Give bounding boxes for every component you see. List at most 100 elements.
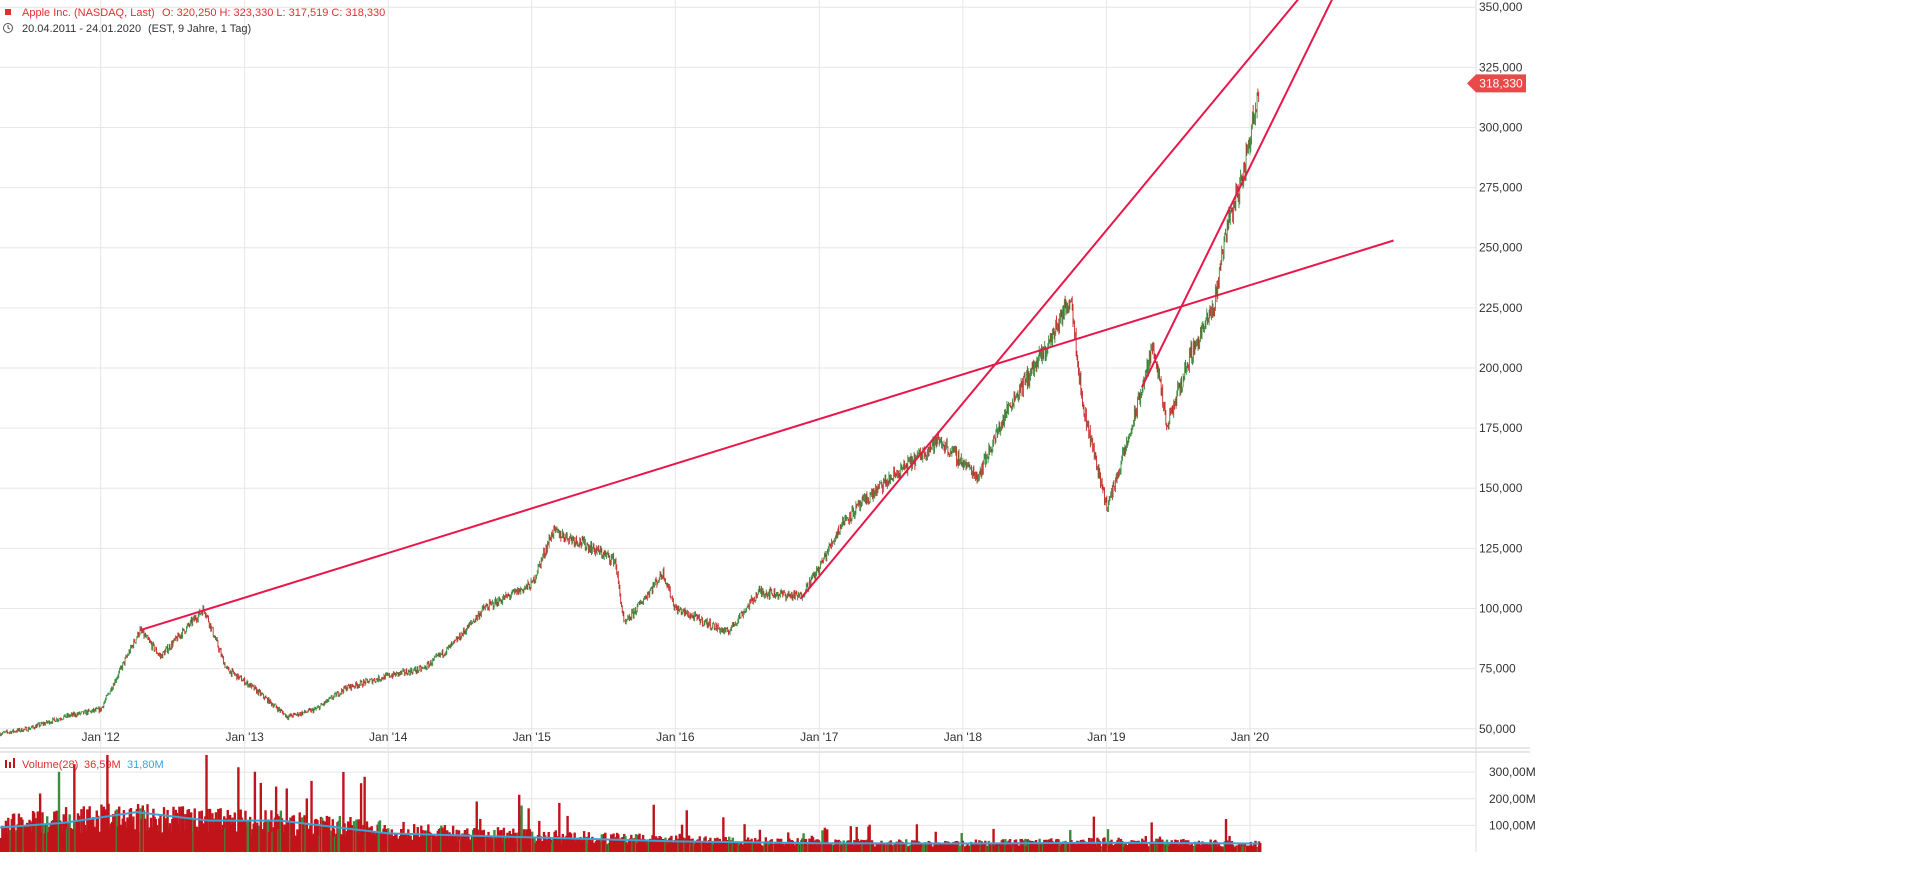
grid bbox=[0, 0, 1530, 852]
volume-y-axis: 100,00M 200,00M 300,00M bbox=[1489, 765, 1536, 832]
x-tick-label: Jan '18 bbox=[944, 730, 983, 744]
instrument-icon bbox=[5, 9, 11, 15]
volume-bar bbox=[652, 804, 655, 852]
volume-bar bbox=[1008, 839, 1012, 852]
volume-bar bbox=[980, 841, 983, 852]
volume-bar bbox=[475, 801, 478, 852]
volume-bar bbox=[905, 839, 908, 852]
volume-bar bbox=[38, 793, 42, 852]
y-tick-label: 225,000 bbox=[1479, 301, 1523, 315]
volume-bar bbox=[520, 805, 523, 852]
volume-bar bbox=[285, 788, 288, 852]
volume-bar bbox=[206, 808, 209, 852]
volume-bar bbox=[743, 824, 746, 852]
volume-y-tick-label: 300,00M bbox=[1489, 765, 1536, 779]
volume-bar bbox=[136, 804, 140, 852]
x-axis: Jan '12 Jan '13 Jan '14 Jan '15 Jan '16 Jan '… bbox=[82, 730, 1270, 744]
x-tick-label: Jan '13 bbox=[225, 730, 264, 744]
ohlc-values: O: 320,250 H: 323,330 L: 317,519 C: 318,… bbox=[162, 7, 385, 19]
volume-bars-icon bbox=[5, 758, 15, 768]
volume-bar bbox=[342, 771, 345, 852]
volume-bar bbox=[270, 810, 273, 852]
volume-bar bbox=[558, 802, 561, 852]
volume-bar bbox=[849, 826, 852, 852]
range-detail: (EST, 9 Jahre, 1 Tag) bbox=[148, 23, 251, 35]
volume-bar bbox=[205, 754, 208, 852]
volume-bar bbox=[1092, 816, 1096, 852]
volume-bar bbox=[363, 776, 366, 852]
trendline-2[interactable] bbox=[799, 0, 1321, 600]
volume-label: Volume(28) bbox=[22, 759, 78, 771]
volume-bar bbox=[825, 829, 829, 852]
volume-bar bbox=[57, 771, 61, 852]
x-tick-label: Jan '14 bbox=[369, 730, 408, 744]
volume-bar bbox=[73, 764, 76, 852]
trendline-3[interactable] bbox=[1140, 0, 1346, 388]
volume-bar bbox=[1259, 843, 1262, 852]
x-tick-label: Jan '12 bbox=[82, 730, 121, 744]
volume-bar bbox=[1076, 840, 1079, 852]
volume-bar bbox=[1020, 838, 1024, 852]
volume-bar bbox=[259, 782, 262, 852]
volume-bar bbox=[455, 829, 458, 852]
volume-bar bbox=[1150, 822, 1153, 852]
x-tick-label: Jan '15 bbox=[513, 730, 552, 744]
volume-bar bbox=[868, 824, 871, 852]
y-tick-label: 300,000 bbox=[1479, 120, 1523, 134]
volume-bar bbox=[1179, 839, 1183, 852]
volume-bar bbox=[788, 838, 791, 852]
y-tick-label: 250,000 bbox=[1479, 241, 1523, 255]
volume-bar bbox=[1224, 819, 1228, 852]
trendlines[interactable] bbox=[139, 0, 1394, 632]
volume-legend: Volume(28) 36,59M 31,80M bbox=[5, 758, 164, 771]
x-tick-label: Jan '17 bbox=[800, 730, 839, 744]
volume-bar bbox=[934, 831, 937, 852]
volume-bar bbox=[328, 816, 331, 852]
y-tick-label: 150,000 bbox=[1479, 481, 1523, 495]
x-tick-label: Jan '20 bbox=[1231, 730, 1270, 744]
volume-bar bbox=[189, 812, 193, 852]
volume-bar bbox=[1254, 840, 1257, 852]
date-range: 20.04.2011 - 24.01.2020 bbox=[22, 23, 141, 35]
y-tick-label: 325,000 bbox=[1479, 60, 1523, 74]
volume-bar bbox=[722, 817, 725, 852]
x-tick-label: Jan '16 bbox=[656, 730, 695, 744]
volume-bar bbox=[1209, 839, 1212, 852]
volume-bars bbox=[0, 754, 1262, 852]
x-tick-label: Jan '19 bbox=[1087, 730, 1126, 744]
volume-value: 36,59M bbox=[84, 759, 121, 771]
last-price-value: 318,330 bbox=[1479, 76, 1523, 90]
volume-bar bbox=[1024, 838, 1027, 852]
trendline-1[interactable] bbox=[139, 239, 1394, 632]
volume-bar bbox=[889, 840, 893, 852]
y-tick-label: 125,000 bbox=[1479, 541, 1523, 555]
volume-bar bbox=[1187, 840, 1190, 852]
volume-y-tick-label: 100,00M bbox=[1489, 818, 1536, 832]
volume-bar bbox=[915, 824, 919, 852]
volume-bar bbox=[338, 815, 342, 852]
volume-bar bbox=[992, 828, 995, 852]
volume-bar bbox=[80, 809, 83, 852]
volume-bar bbox=[305, 798, 309, 852]
volume-bar bbox=[525, 829, 528, 852]
volume-bar bbox=[292, 815, 296, 852]
y-tick-label: 200,000 bbox=[1479, 361, 1523, 375]
volume-bar bbox=[823, 827, 827, 852]
y-axis: 50,000 75,000 100,000 125,000 150,000 175,000… bbox=[1479, 0, 1523, 736]
y-tick-label: 350,000 bbox=[1479, 0, 1523, 14]
instrument-title: Apple Inc. (NASDAQ, Last) bbox=[22, 7, 155, 19]
price-candles bbox=[0, 88, 1260, 737]
volume-bar bbox=[237, 767, 240, 852]
volume-bar bbox=[604, 832, 607, 852]
volume-y-tick-label: 200,00M bbox=[1489, 792, 1536, 806]
volume-bar bbox=[253, 771, 257, 852]
y-tick-label: 175,000 bbox=[1479, 421, 1523, 435]
volume-bar bbox=[685, 810, 688, 852]
volume-bar bbox=[698, 836, 701, 852]
volume-bar bbox=[359, 783, 363, 852]
volume-bar bbox=[178, 806, 181, 852]
volume-bar bbox=[310, 780, 313, 852]
volume-bar bbox=[146, 804, 149, 852]
